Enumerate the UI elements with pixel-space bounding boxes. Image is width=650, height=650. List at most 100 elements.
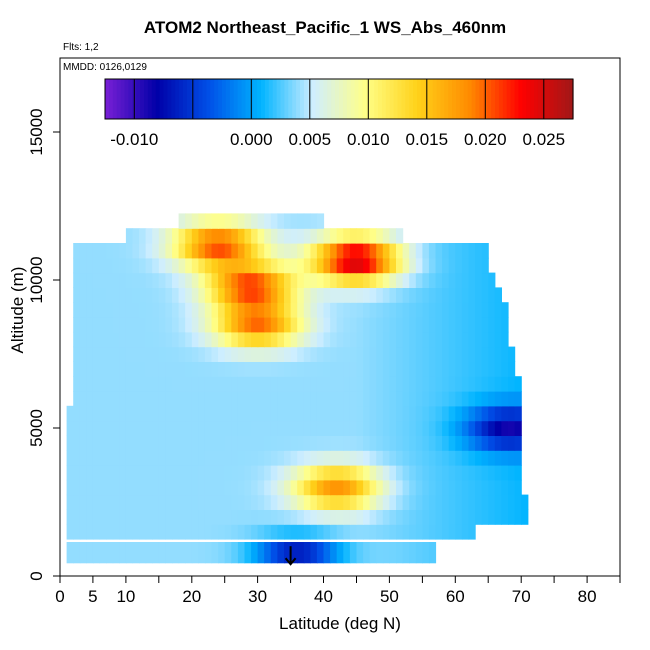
heatmap-cell bbox=[231, 257, 239, 274]
heatmap-cell bbox=[323, 376, 331, 392]
heatmap-cell bbox=[106, 405, 114, 422]
heatmap-cell bbox=[323, 257, 331, 274]
heatmap-cell bbox=[396, 243, 404, 259]
heatmap-cell bbox=[86, 465, 94, 481]
heatmap-cell bbox=[323, 494, 331, 510]
heatmap-cell bbox=[508, 361, 516, 377]
heatmap-cell bbox=[389, 479, 397, 496]
heatmap-cell bbox=[494, 479, 502, 496]
heatmap-cell bbox=[165, 524, 173, 540]
heatmap-cell bbox=[297, 542, 305, 564]
heatmap-cell bbox=[99, 243, 107, 259]
heatmap-cell bbox=[402, 287, 410, 303]
heatmap-cell bbox=[132, 376, 140, 392]
heatmap-cell bbox=[323, 228, 331, 244]
heatmap-cell bbox=[270, 346, 278, 362]
heatmap-cell bbox=[428, 331, 437, 348]
heatmap-cell bbox=[139, 450, 147, 466]
x-tick-label: 5 bbox=[88, 587, 97, 606]
heatmap-cell bbox=[336, 435, 344, 451]
heatmap-cell bbox=[468, 420, 476, 436]
heatmap-cell bbox=[448, 257, 456, 274]
heatmap-cell bbox=[244, 524, 252, 540]
heatmap-cell bbox=[448, 391, 456, 407]
heatmap-cell bbox=[218, 509, 226, 525]
heatmap-cell bbox=[224, 302, 232, 318]
heatmap-cell bbox=[178, 542, 186, 564]
heatmap-cell bbox=[448, 287, 456, 303]
heatmap-cell bbox=[402, 450, 410, 466]
heatmap-cell bbox=[152, 346, 160, 362]
heatmap-cell bbox=[139, 391, 147, 407]
heatmap-cell bbox=[211, 509, 219, 525]
heatmap-cell bbox=[336, 257, 344, 274]
heatmap-cell bbox=[343, 257, 351, 274]
heatmap-cell bbox=[330, 542, 338, 564]
heatmap-cell bbox=[244, 272, 252, 288]
heatmap-cell bbox=[106, 420, 114, 436]
heatmap-cell bbox=[435, 509, 443, 525]
heatmap-cell bbox=[218, 331, 226, 348]
heatmap-cell bbox=[494, 361, 502, 377]
heatmap-cell bbox=[204, 465, 213, 481]
heatmap-cell bbox=[106, 331, 114, 348]
heatmap-cell bbox=[356, 243, 364, 259]
colorbar-swatch bbox=[167, 79, 172, 119]
heatmap-cell bbox=[244, 213, 252, 229]
x-tick-label: 0 bbox=[55, 587, 64, 606]
heatmap-cell bbox=[382, 272, 390, 288]
heatmap-cell bbox=[165, 317, 173, 333]
heatmap-cell bbox=[185, 376, 193, 392]
colorbar-swatch bbox=[381, 79, 387, 119]
heatmap-cell bbox=[165, 542, 173, 564]
heatmap-cell bbox=[244, 509, 252, 525]
heatmap-cell bbox=[323, 509, 331, 525]
heatmap-cell bbox=[211, 479, 219, 496]
heatmap-cell bbox=[158, 450, 166, 466]
heatmap-cell bbox=[204, 346, 213, 362]
colorbar-swatch bbox=[323, 79, 328, 119]
heatmap-cell bbox=[224, 405, 232, 422]
heatmap-cell bbox=[139, 287, 147, 303]
heatmap-cell bbox=[428, 405, 437, 422]
heatmap-cell bbox=[165, 331, 173, 348]
heatmap-cell bbox=[422, 435, 430, 451]
heatmap-cell bbox=[251, 213, 259, 229]
heatmap-cell bbox=[461, 302, 470, 318]
heatmap-cell bbox=[461, 479, 470, 496]
heatmap-cell bbox=[106, 302, 114, 318]
heatmap-cell bbox=[428, 524, 437, 540]
heatmap-cell bbox=[290, 331, 298, 348]
heatmap-cell bbox=[455, 361, 463, 377]
heatmap-cell bbox=[435, 465, 443, 481]
heatmap-cell bbox=[73, 494, 81, 510]
heatmap-cell bbox=[488, 361, 496, 377]
heatmap-cell bbox=[172, 524, 180, 540]
heatmap-cell bbox=[125, 376, 134, 392]
heatmap-cell bbox=[172, 331, 180, 348]
heatmap-cell bbox=[442, 376, 450, 392]
heatmap-cell bbox=[172, 346, 180, 362]
heatmap-cell bbox=[139, 420, 147, 436]
heatmap-cell bbox=[237, 257, 246, 274]
heatmap-cell bbox=[396, 302, 404, 318]
heatmap-cell bbox=[488, 287, 496, 303]
heatmap-cell bbox=[284, 420, 292, 436]
heatmap-cell bbox=[435, 331, 443, 348]
heatmap-cell bbox=[396, 435, 404, 451]
x-tick-label: 30 bbox=[248, 587, 267, 606]
heatmap-cell bbox=[99, 465, 107, 481]
heatmap-cell bbox=[297, 450, 305, 466]
heatmap-cell bbox=[508, 435, 516, 451]
heatmap-cell bbox=[73, 317, 81, 333]
heatmap-cell bbox=[468, 346, 476, 362]
heatmap-cell bbox=[481, 450, 489, 466]
heatmap-cell bbox=[422, 331, 430, 348]
heatmap-cell bbox=[409, 331, 417, 348]
heatmap-cell bbox=[468, 494, 476, 510]
heatmap-cell bbox=[198, 479, 206, 496]
colorbar-swatch bbox=[171, 79, 176, 119]
heatmap-cell bbox=[448, 524, 456, 540]
heatmap-cell bbox=[501, 435, 509, 451]
heatmap-cell bbox=[172, 317, 180, 333]
